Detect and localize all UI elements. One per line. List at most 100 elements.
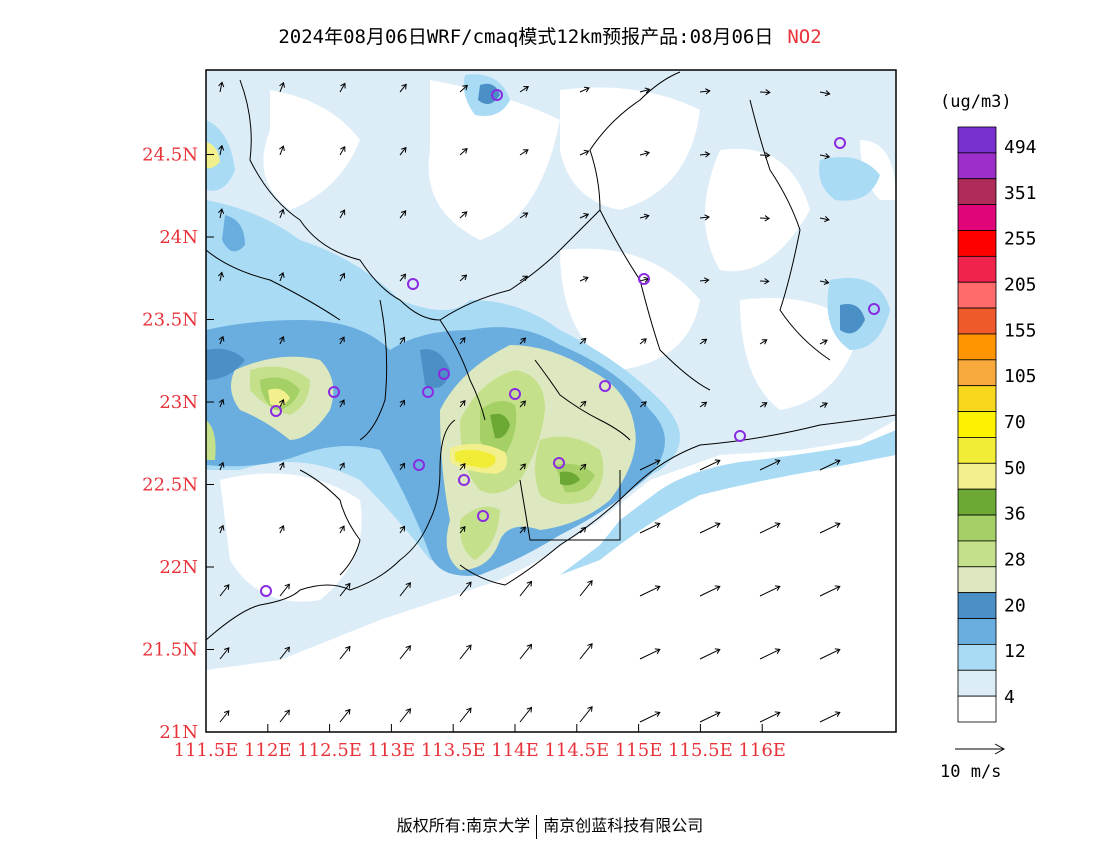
- wind-arrow: [459, 644, 472, 660]
- colorbar-swatch: [957, 618, 997, 645]
- y-tick-label: 23.5N: [142, 310, 198, 331]
- wind-arrow: [219, 710, 230, 723]
- colorbar-swatch: [957, 411, 997, 438]
- colorbar-swatch: [957, 230, 997, 257]
- wind-arrow: [579, 276, 589, 282]
- colorbar-label: 4: [1004, 687, 1015, 708]
- wind-arrow: [218, 398, 225, 408]
- wind-arrow: [218, 144, 225, 156]
- title-text: 2024年08月06日WRF/cmaq模式12km预报产品:08月06日: [278, 26, 774, 48]
- colorbar-label: 351: [1004, 183, 1037, 204]
- colorbar-label: 70: [1004, 412, 1026, 433]
- wind-arrow: [639, 585, 661, 597]
- wind-arrow: [579, 149, 590, 156]
- y-tick-label: 24N: [159, 227, 198, 248]
- wind-arrow: [219, 584, 230, 597]
- x-tick-label: 114E: [491, 740, 539, 761]
- wind-arrow: [399, 83, 407, 93]
- wind-arrow: [339, 145, 346, 156]
- y-tick-label: 24.5N: [142, 145, 198, 166]
- wind-arrow: [699, 151, 711, 158]
- wind-arrow: [279, 646, 290, 660]
- site-marker: [422, 386, 434, 398]
- wind-arrow: [519, 526, 526, 534]
- wind-arrow: [819, 339, 828, 345]
- x-tick-label: 115E: [615, 740, 663, 761]
- wind-arrow: [579, 213, 590, 219]
- wind-arrow: [639, 459, 661, 471]
- wind-arrow: [399, 462, 406, 471]
- y-tick-label: 21N: [159, 722, 198, 743]
- wind-arrow: [699, 711, 721, 723]
- colorbar-label: 20: [1004, 595, 1026, 616]
- wind-arrow: [279, 461, 285, 471]
- wind-arrow: [699, 648, 721, 660]
- wind-arrow: [699, 277, 710, 284]
- colorbar-swatch: [957, 385, 997, 412]
- site-marker: [834, 137, 846, 149]
- wind-arrow: [819, 459, 841, 471]
- wind-arrow: [759, 585, 781, 597]
- site-marker: [509, 388, 521, 400]
- colorbar-swatch: [957, 669, 997, 697]
- colorbar-swatch: [957, 695, 997, 723]
- x-tick-label: 111.5E: [174, 740, 239, 761]
- wind-arrow: [759, 215, 771, 222]
- wind-arrow: [759, 459, 781, 471]
- wind-arrow: [819, 153, 831, 160]
- wind-arrow: [459, 707, 472, 723]
- colorbar-swatch: [957, 333, 997, 361]
- site-marker: [328, 386, 340, 398]
- wind-arrow: [399, 399, 406, 408]
- site-marker: [438, 368, 450, 380]
- wind-arrow: [639, 648, 661, 660]
- colorbar: 4 12 20 28 36 50 70 105 155 205 255 351 494: [957, 126, 1037, 723]
- wind-arrow: [399, 645, 412, 660]
- wind-arrow: [519, 86, 530, 93]
- copyright-text: 版权所有:南京大学: [396, 816, 531, 835]
- colorbar-label: 36: [1004, 504, 1026, 525]
- site-marker: [407, 278, 419, 290]
- wind-arrow: [579, 400, 587, 408]
- wind-arrow: [639, 150, 651, 157]
- wind-arrow: [339, 645, 351, 660]
- x-tick-label: 113E: [368, 740, 416, 761]
- wind-arrow: [339, 708, 351, 723]
- wind-arrow: [639, 711, 661, 723]
- wind-arrow: [399, 146, 407, 156]
- wind-arrow: [399, 336, 406, 345]
- wind-arrow: [519, 275, 529, 282]
- wind-arrow: [218, 524, 225, 534]
- wind-arrow: [218, 335, 225, 345]
- wind-arrow: [278, 271, 285, 282]
- wind-reference-label: 10 m/s: [940, 762, 1002, 782]
- site-marker: [638, 273, 650, 285]
- x-tick-label: 112.5E: [297, 740, 362, 761]
- wind-arrow: [339, 272, 346, 282]
- wind-arrow: [279, 335, 285, 345]
- wind-arrow: [759, 402, 768, 408]
- wind-arrow: [699, 585, 721, 597]
- boundaries: [206, 71, 896, 641]
- wind-arrow: [399, 582, 412, 597]
- wind-arrow: [759, 339, 768, 345]
- wind-arrow: [819, 585, 841, 597]
- wind-arrow: [699, 214, 710, 221]
- colorbar-swatch: [957, 307, 997, 335]
- colorbar-swatch: [957, 514, 997, 542]
- footer-separator: [536, 814, 538, 839]
- y-tick-label: 23N: [159, 392, 198, 413]
- y-tick-label: 21.5N: [142, 640, 198, 661]
- wind-arrow: [279, 583, 290, 597]
- wind-arrow: [339, 525, 345, 534]
- colorbar-label: 155: [1004, 320, 1037, 341]
- wind-arrow: [217, 271, 225, 282]
- wind-arrow: [399, 708, 412, 723]
- wind-arrow: [579, 526, 587, 534]
- company-name: 南京创蓝科技有限公司: [543, 816, 704, 835]
- wind-arrow: [399, 210, 407, 219]
- wind-vectors: [217, 81, 841, 723]
- wind-arrow: [519, 212, 529, 219]
- wind-arrow: [218, 208, 225, 219]
- wind-arrow: [819, 402, 828, 408]
